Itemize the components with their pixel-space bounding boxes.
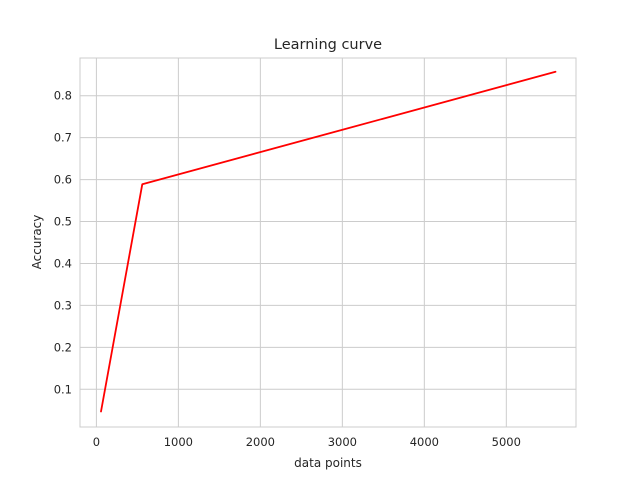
series-line	[100, 70, 557, 413]
x-tick-label: 0	[93, 435, 100, 449]
y-axis-label: Accuracy	[30, 215, 44, 270]
x-tick-label: 3000	[328, 435, 357, 449]
x-axis-ticks: 0 1000 2000 3000 4000 5000	[93, 435, 521, 449]
series-layer	[100, 70, 557, 413]
x-tick-label: 4000	[410, 435, 439, 449]
x-axis-label: data points	[294, 456, 362, 470]
x-tick-label: 2000	[246, 435, 275, 449]
grid	[80, 58, 576, 427]
y-tick-label: 0.7	[54, 131, 72, 145]
plot-frame	[79, 57, 577, 428]
y-tick-label: 0.4	[54, 256, 72, 270]
y-tick-label: 0.6	[54, 173, 72, 187]
x-tick-label: 5000	[492, 435, 521, 449]
y-tick-label: 0.2	[54, 340, 72, 354]
y-axis-ticks: 0.1 0.2 0.3 0.4 0.5 0.6 0.7 0.8	[54, 89, 72, 397]
chart-title: Learning curve	[274, 37, 382, 53]
y-tick-label: 0.1	[54, 382, 72, 396]
y-tick-label: 0.5	[54, 215, 72, 229]
x-tick-label: 1000	[164, 435, 193, 449]
y-tick-label: 0.3	[54, 298, 72, 312]
y-tick-label: 0.8	[54, 89, 72, 103]
